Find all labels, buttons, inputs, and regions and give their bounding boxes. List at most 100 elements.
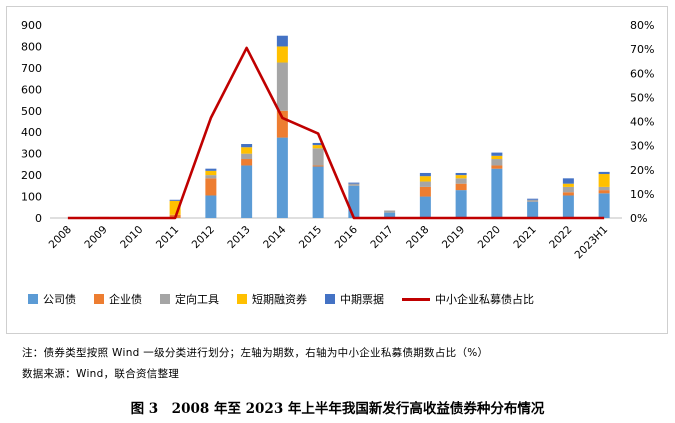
bar-segment: [276, 137, 288, 218]
legend-item: 中期票据: [325, 291, 384, 307]
legend-label: 公司债: [43, 293, 76, 306]
y-left-tick-label: 400: [21, 126, 42, 139]
y-left-tick-label: 200: [21, 169, 42, 182]
bar-segment: [205, 175, 217, 179]
x-tick-label: 2021: [511, 224, 538, 251]
bar-segment: [455, 190, 467, 218]
x-tick-label: 2014: [261, 223, 289, 251]
y-right-tick-label: 50%: [630, 91, 654, 104]
bar-segment: [419, 176, 431, 182]
bar-segment: [348, 183, 360, 186]
x-tick-label: 2008: [47, 224, 74, 251]
data-source: 数据来源：Wind，联合资信整理: [22, 368, 180, 380]
y-left-tick-label: 600: [21, 83, 42, 96]
x-tick-label: 2019: [440, 224, 467, 251]
bar-segment: [419, 196, 431, 218]
bar-segment: [348, 185, 360, 218]
chart-legend: 公司债 企业债 定向工具 短期融资券 中期票据 中小企业私募债占比: [28, 288, 658, 310]
bar-segment: [276, 62, 288, 111]
bar-segment: [241, 165, 253, 218]
x-tick-label: 2015: [297, 224, 324, 251]
legend-swatch: [402, 297, 430, 301]
bar-segment: [205, 178, 217, 196]
x-tick-label: 2013: [225, 224, 252, 251]
bar-segment: [455, 175, 467, 179]
legend-item: 中小企业私募债占比: [402, 291, 534, 307]
y-left-tick-label: 500: [21, 105, 42, 118]
x-tick-label: 2020: [476, 224, 503, 251]
y-right-tick-label: 40%: [630, 116, 654, 129]
bar-segment: [205, 170, 217, 176]
figure-caption: 图 3 2008 年至 2023 年上半年我国新发行高收益债券种分布情况: [130, 401, 545, 417]
bar-segment: [598, 174, 610, 187]
legend-swatch: [325, 294, 335, 304]
bar-segment: [527, 199, 539, 202]
y-left-tick-label: 300: [21, 148, 42, 161]
bar-segment: [598, 171, 610, 175]
x-tick-label: 2012: [190, 224, 217, 251]
bar-segment: [205, 195, 217, 218]
chart: 0 100 200 300 400 500 600 700 800 900 0% 10% 20% 30% 4…: [21, 19, 654, 262]
legend-swatch: [160, 294, 170, 304]
legend-swatch: [237, 294, 247, 304]
x-tick-label: 2018: [404, 224, 431, 251]
bar-segment: [562, 186, 574, 193]
x-tick-label: 2023H1: [573, 224, 611, 262]
x-tick-label: 2010: [118, 224, 145, 251]
bar-segment: [312, 145, 324, 149]
legend-item: 定向工具: [160, 291, 219, 307]
y-right-tick-label: 70%: [630, 43, 654, 56]
bar-segment: [455, 172, 467, 176]
bar-segment: [419, 181, 431, 187]
legend-label: 企业债: [109, 293, 142, 306]
bar-segment: [562, 195, 574, 218]
bar-segment: [384, 212, 396, 218]
bar-segment: [348, 182, 360, 184]
series-line: [67, 46, 605, 220]
y-left-tick-label: 100: [21, 191, 42, 204]
bar-segment: [562, 178, 574, 184]
bar-segment: [312, 165, 324, 167]
y-left-tick-label: 0: [35, 212, 42, 225]
x-tick-label: 2022: [547, 224, 574, 251]
legend-item: 公司债: [28, 291, 76, 307]
bar-segment: [312, 148, 324, 166]
bar-segment: [562, 192, 574, 196]
legend-item: 企业债: [94, 291, 142, 307]
y-left-tick-label: 900: [21, 19, 42, 32]
bar-segment: [455, 178, 467, 184]
chart-note: 注：债券类型按照 Wind 一级分类进行划分；左轴为期数，右轴为中小企业私募债期…: [22, 347, 489, 359]
x-tick-label: 2011: [154, 224, 181, 251]
bar-segment: [276, 46, 288, 63]
bar-segment: [527, 201, 539, 218]
bar-segment: [598, 186, 610, 191]
bar-segment: [312, 166, 324, 218]
bar-segment: [205, 168, 217, 171]
x-tick-label: 2009: [82, 224, 109, 251]
bar-segment: [491, 168, 503, 218]
y-right-tick-label: 10%: [630, 188, 654, 201]
bar-segment: [169, 199, 181, 201]
y-right-tick-label: 0%: [630, 212, 647, 225]
bar-segment: [562, 183, 574, 187]
bar-segment: [491, 159, 503, 166]
y-left-tick-label: 700: [21, 62, 42, 75]
bar-segment: [241, 147, 253, 154]
bar-segment: [598, 193, 610, 218]
y-right-tick-label: 60%: [630, 67, 654, 80]
bar-segment: [598, 190, 610, 194]
bar-segment: [276, 110, 288, 138]
chart-frame: [6, 6, 668, 334]
bar-segment: [312, 142, 324, 146]
y-right-tick-label: 20%: [630, 164, 654, 177]
bar-segment: [276, 35, 288, 47]
x-tick-label: 2016: [333, 223, 361, 251]
legend-label: 定向工具: [175, 293, 219, 306]
bar-segment: [384, 210, 396, 213]
legend-label: 中小企业私募债占比: [435, 293, 534, 306]
legend-item: 短期融资券: [237, 291, 307, 307]
legend-swatch: [94, 294, 104, 304]
bar-segment: [419, 186, 431, 197]
bar-segment: [241, 153, 253, 160]
bar-segment: [241, 159, 253, 166]
